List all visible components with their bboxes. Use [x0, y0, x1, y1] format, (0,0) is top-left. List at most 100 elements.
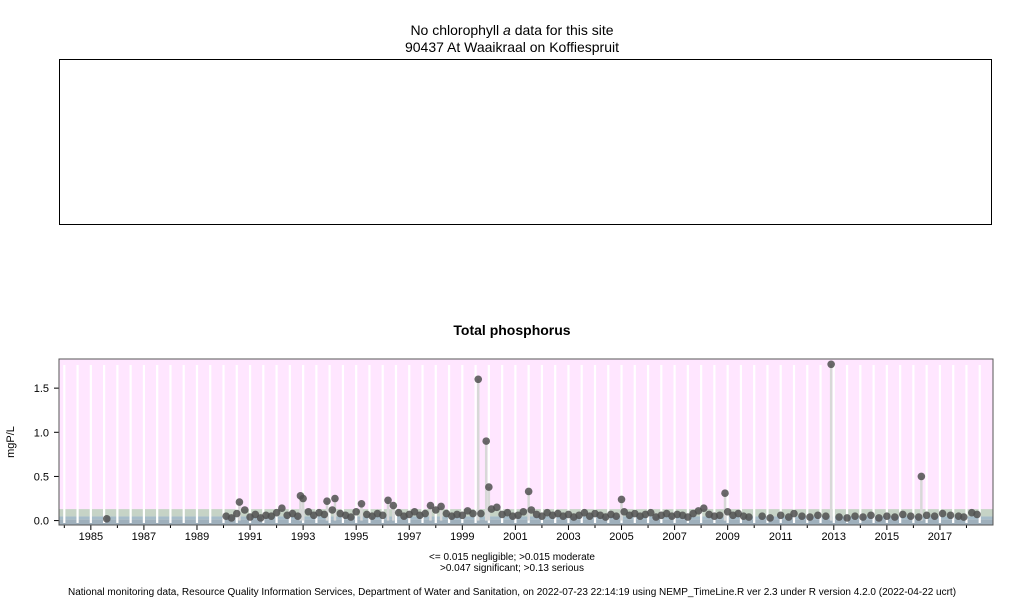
data-point — [922, 511, 931, 520]
data-point — [617, 495, 626, 504]
footer-credit: National monitoring data, Resource Quali… — [67, 587, 957, 598]
data-point — [328, 506, 337, 514]
data-point — [477, 509, 485, 518]
data-point — [930, 512, 939, 520]
data-point — [758, 512, 766, 520]
data-point — [798, 512, 806, 520]
data-point — [469, 509, 477, 518]
data-point — [973, 510, 981, 519]
data-point — [474, 375, 483, 384]
data-point — [851, 512, 859, 520]
y-axis-label: mgP/L — [5, 426, 17, 458]
data-point — [776, 511, 785, 520]
data-point — [646, 508, 655, 517]
data-point — [938, 509, 947, 518]
y-tick-label: 1.0 — [34, 427, 49, 439]
x-tick-label: 1991 — [238, 531, 262, 543]
x-tick-label: 2001 — [503, 531, 527, 543]
data-point — [883, 512, 891, 520]
data-point — [867, 511, 875, 520]
y-tick-label: 0.0 — [34, 516, 49, 528]
data-point — [822, 512, 830, 520]
data-point — [917, 472, 926, 481]
data-point — [766, 514, 774, 522]
data-point — [960, 513, 968, 521]
data-point — [227, 514, 236, 522]
data-point — [378, 511, 387, 520]
x-tick-label: 2007 — [662, 531, 686, 543]
data-point — [437, 502, 445, 511]
data-point — [347, 513, 355, 521]
band-negligible — [59, 519, 993, 525]
data-point — [389, 501, 398, 510]
data-point — [299, 494, 307, 503]
x-tick-label: 1987 — [132, 531, 156, 543]
data-point — [814, 511, 822, 520]
x-tick-label: 2009 — [715, 531, 739, 543]
data-point — [232, 509, 241, 518]
data-point — [320, 510, 329, 519]
data-point — [482, 437, 490, 445]
site-title: 90437 At Waaikraal on Koffiespruit — [404, 39, 620, 55]
data-point — [519, 507, 528, 516]
x-tick-label: 1997 — [397, 531, 421, 543]
band-serious — [59, 359, 993, 510]
data-point — [699, 504, 708, 513]
data-point — [891, 513, 899, 521]
data-point — [384, 496, 392, 505]
data-point — [843, 514, 851, 522]
data-point — [331, 494, 339, 503]
data-point — [352, 507, 360, 516]
threshold-legend-line-2: >0.047 significant; >0.13 serious — [440, 563, 584, 574]
data-point — [485, 483, 493, 491]
data-point — [790, 509, 798, 518]
data-point — [240, 506, 249, 514]
x-tick-label: 2015 — [875, 531, 899, 543]
data-point — [527, 506, 536, 514]
band-moderate — [59, 516, 993, 520]
data-point — [524, 487, 533, 496]
data-point — [715, 511, 724, 520]
data-point — [323, 497, 331, 505]
x-tick-label: 1985 — [79, 531, 103, 543]
data-point — [272, 508, 281, 517]
data-point — [357, 500, 366, 508]
data-point — [102, 515, 111, 523]
chlorophyll-no-data-title: No chlorophyll a data for this site — [410, 22, 614, 38]
data-point — [859, 513, 867, 521]
x-tick-label: 2011 — [769, 531, 793, 543]
data-point — [875, 514, 883, 522]
data-point — [235, 498, 244, 506]
chlorophyll-empty-panel — [59, 59, 992, 225]
data-point — [745, 513, 753, 521]
y-tick-label: 0.5 — [34, 471, 49, 483]
threshold-legend-line-1: <= 0.015 negligible; >0.015 moderate — [429, 552, 595, 563]
data-point — [612, 512, 621, 520]
data-point — [458, 511, 467, 520]
x-tick-label: 1989 — [185, 531, 209, 543]
data-point — [914, 513, 923, 521]
x-tick-label: 1993 — [291, 531, 315, 543]
data-point — [294, 512, 302, 520]
data-point — [906, 512, 915, 520]
data-point — [835, 513, 843, 521]
chart-title: Total phosphorus — [453, 322, 571, 338]
x-tick-label: 2013 — [822, 531, 846, 543]
data-point — [721, 489, 729, 498]
plot-border — [58, 358, 994, 526]
data-point — [426, 501, 435, 510]
x-tick-label: 2005 — [609, 531, 633, 543]
x-tick-label: 1999 — [450, 531, 474, 543]
x-tick-label: 1995 — [344, 531, 368, 543]
data-point — [278, 504, 286, 513]
data-point — [493, 503, 501, 512]
y-tick-label: 1.5 — [34, 383, 49, 395]
data-point — [898, 510, 907, 519]
data-point — [827, 360, 835, 369]
x-tick-label: 2017 — [928, 531, 952, 543]
data-point — [806, 513, 814, 521]
data-point — [421, 509, 429, 518]
data-point — [946, 511, 955, 520]
x-tick-label: 2003 — [556, 531, 580, 543]
